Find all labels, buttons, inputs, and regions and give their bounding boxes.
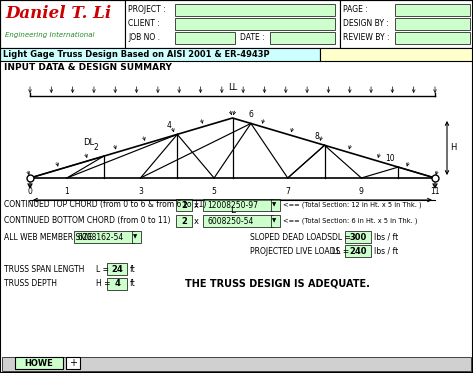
Text: 3: 3 <box>138 187 143 196</box>
Text: 4: 4 <box>114 279 120 288</box>
Bar <box>15 357 63 369</box>
Text: ▼: ▼ <box>133 235 137 239</box>
Text: 6008250-54: 6008250-54 <box>207 216 254 226</box>
Text: TRUSS SPAN LENGTH: TRUSS SPAN LENGTH <box>4 264 84 273</box>
Text: <== (Total Section: 6 in Ht. x 5 in Thk. ): <== (Total Section: 6 in Ht. x 5 in Thk.… <box>283 218 418 224</box>
Text: 11: 11 <box>430 187 440 196</box>
Text: +: + <box>69 358 77 368</box>
Bar <box>176 215 192 227</box>
Text: LL =: LL = <box>332 247 349 256</box>
Bar <box>175 18 335 30</box>
Text: 6008162-54: 6008162-54 <box>77 232 123 241</box>
Text: 24: 24 <box>111 264 123 273</box>
Text: H: H <box>450 144 456 153</box>
Text: SLOPED DEAD LOADS: SLOPED DEAD LOADS <box>250 232 332 241</box>
Text: DL: DL <box>83 138 94 147</box>
Bar <box>0 48 320 61</box>
Text: 10: 10 <box>385 154 395 163</box>
Text: 240: 240 <box>349 247 367 256</box>
Text: ▼: ▼ <box>272 219 276 223</box>
Text: 12008250-97: 12008250-97 <box>207 201 258 210</box>
Text: 6: 6 <box>248 110 254 119</box>
Text: 300: 300 <box>350 232 367 241</box>
Text: 7: 7 <box>285 187 290 196</box>
Bar <box>271 199 280 211</box>
Bar <box>0 0 125 48</box>
Bar <box>395 18 470 30</box>
Text: 8: 8 <box>314 132 319 141</box>
Text: lbs / ft: lbs / ft <box>374 232 398 241</box>
Text: lbs / ft: lbs / ft <box>374 247 398 256</box>
Text: 2: 2 <box>181 201 187 210</box>
Bar <box>320 48 473 61</box>
Bar <box>340 0 473 48</box>
Bar <box>271 215 280 227</box>
Text: 2: 2 <box>93 143 98 152</box>
Bar <box>203 215 273 227</box>
Text: x: x <box>193 216 199 226</box>
Text: Light Gage Truss Design Based on AISI 2001 & ER-4943P: Light Gage Truss Design Based on AISI 20… <box>3 50 270 59</box>
Text: DESIGN BY :: DESIGN BY : <box>343 19 389 28</box>
Text: CONTINUED BOTTOM CHORD (from 0 to 11): CONTINUED BOTTOM CHORD (from 0 to 11) <box>4 216 170 226</box>
Text: PAGE :: PAGE : <box>343 6 368 15</box>
Text: INPUT DATA & DESIGN SUMMARY: INPUT DATA & DESIGN SUMMARY <box>4 63 172 72</box>
Bar <box>2 357 471 371</box>
Bar <box>0 0 473 48</box>
Bar <box>203 199 273 211</box>
Text: TRUSS DEPTH: TRUSS DEPTH <box>4 279 57 288</box>
Text: HOWE: HOWE <box>25 358 53 367</box>
Bar <box>176 199 192 211</box>
Text: JOB NO .: JOB NO . <box>128 34 160 43</box>
Bar <box>132 231 141 243</box>
Text: 4: 4 <box>167 121 172 131</box>
Bar <box>270 32 335 44</box>
Text: Engineering International: Engineering International <box>5 31 95 38</box>
Bar <box>107 278 127 290</box>
Text: PROJECT :: PROJECT : <box>128 6 166 15</box>
Bar <box>395 4 470 16</box>
Text: ft: ft <box>130 264 136 273</box>
Bar <box>107 263 127 275</box>
Text: CONTINUED TOP CHORD (from 0 to 6 & from 6 to 11): CONTINUED TOP CHORD (from 0 to 6 & from … <box>4 201 206 210</box>
Text: PROJECTED LIVE LOADS: PROJECTED LIVE LOADS <box>250 247 340 256</box>
Text: REVIEW BY :: REVIEW BY : <box>343 34 389 43</box>
Bar <box>66 357 80 369</box>
Text: <== (Total Section: 12 in Ht. x 5 in Thk. ): <== (Total Section: 12 in Ht. x 5 in Thk… <box>283 202 421 208</box>
Text: LL: LL <box>228 84 237 93</box>
Bar <box>395 32 470 44</box>
Text: THE TRUSS DESIGN IS ADEQUATE.: THE TRUSS DESIGN IS ADEQUATE. <box>185 279 370 289</box>
Text: 1: 1 <box>64 187 69 196</box>
Bar <box>345 245 371 257</box>
Text: Daniel T. Li: Daniel T. Li <box>5 5 111 22</box>
Text: 5: 5 <box>211 187 217 196</box>
Text: L: L <box>230 206 235 215</box>
Text: 9: 9 <box>359 187 364 196</box>
Text: L =: L = <box>96 264 109 273</box>
Bar <box>175 32 235 44</box>
Text: ALL WEB MEMBER SIZE: ALL WEB MEMBER SIZE <box>4 232 93 241</box>
Bar <box>125 0 340 48</box>
Text: 0: 0 <box>27 187 33 196</box>
Text: x: x <box>193 201 199 210</box>
Text: ft: ft <box>130 279 136 288</box>
Bar <box>345 231 371 243</box>
Text: DATE :: DATE : <box>240 34 264 43</box>
Bar <box>175 4 335 16</box>
Text: ▼: ▼ <box>272 203 276 207</box>
Text: DL =: DL = <box>332 232 351 241</box>
Bar <box>74 231 134 243</box>
Text: 2: 2 <box>181 216 187 226</box>
Text: CLIENT :: CLIENT : <box>128 19 160 28</box>
Text: H =: H = <box>96 279 111 288</box>
